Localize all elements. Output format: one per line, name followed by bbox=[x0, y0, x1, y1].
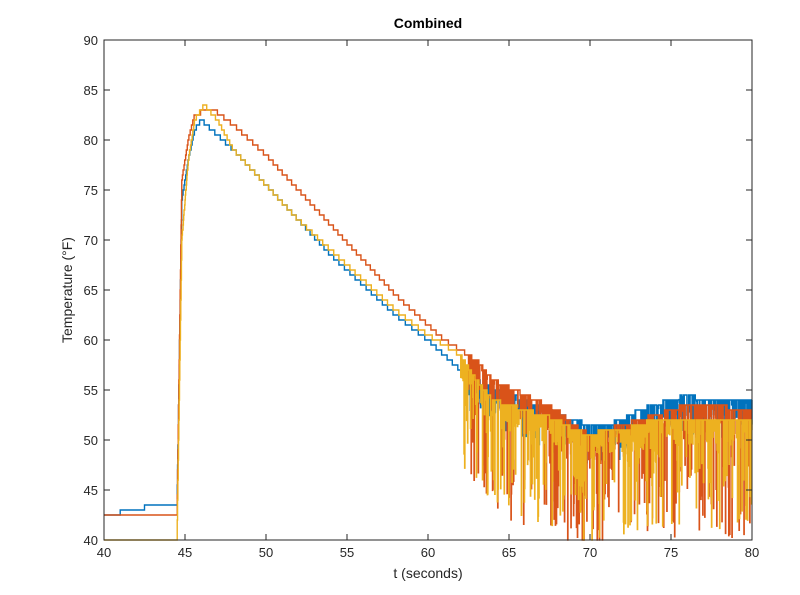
y-tick-label: 40 bbox=[84, 533, 98, 548]
y-tick-label: 50 bbox=[84, 433, 98, 448]
y-tick-label: 55 bbox=[84, 383, 98, 398]
x-tick-label: 70 bbox=[583, 545, 597, 560]
y-tick-label: 60 bbox=[84, 333, 98, 348]
x-tick-label: 60 bbox=[421, 545, 435, 560]
series-layer bbox=[104, 104, 753, 541]
x-tick-label: 50 bbox=[259, 545, 273, 560]
y-tick-label: 75 bbox=[84, 183, 98, 198]
y-tick-label: 90 bbox=[84, 33, 98, 48]
series-line-2 bbox=[104, 109, 753, 541]
y-axis-ticks: 40 45 50 55 60 65 70 75 80 85 90 bbox=[84, 33, 752, 548]
x-tick-label: 80 bbox=[745, 545, 759, 560]
x-tick-label: 45 bbox=[178, 545, 192, 560]
x-axis-ticks: 40 45 50 55 60 65 70 75 80 bbox=[97, 40, 759, 560]
x-tick-label: 55 bbox=[340, 545, 354, 560]
y-tick-label: 85 bbox=[84, 83, 98, 98]
y-tick-label: 80 bbox=[84, 133, 98, 148]
y-tick-label: 45 bbox=[84, 483, 98, 498]
x-tick-label: 75 bbox=[664, 545, 678, 560]
x-tick-label: 65 bbox=[502, 545, 516, 560]
y-axis-title: Temperature (°F) bbox=[59, 237, 75, 343]
x-axis-title: t (seconds) bbox=[393, 565, 462, 581]
y-tick-label: 65 bbox=[84, 283, 98, 298]
x-tick-label: 40 bbox=[97, 545, 111, 560]
chart-title: Combined bbox=[394, 15, 462, 31]
y-tick-label: 70 bbox=[84, 233, 98, 248]
series-line-3 bbox=[104, 104, 753, 541]
